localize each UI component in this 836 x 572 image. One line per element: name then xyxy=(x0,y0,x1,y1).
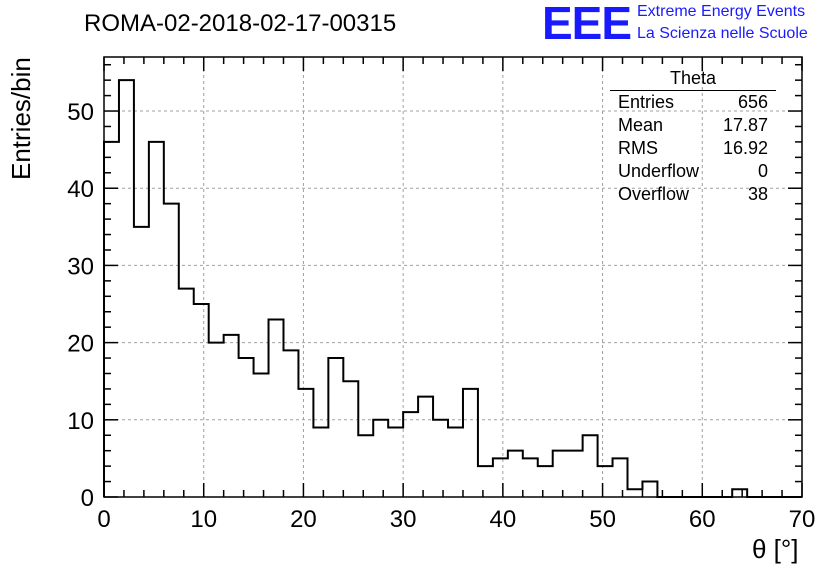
histogram-bin xyxy=(493,458,508,497)
histogram-bin xyxy=(283,350,298,497)
stats-value: 16.92 xyxy=(722,138,768,158)
histogram-bin xyxy=(179,289,194,497)
histogram-bin xyxy=(508,451,523,497)
stats-value: 38 xyxy=(747,184,768,204)
stats-row-mean: Mean 17.87 xyxy=(610,114,776,137)
histogram-bars xyxy=(103,79,802,498)
histogram-bin xyxy=(403,412,418,497)
stats-label: Underflow xyxy=(618,161,700,181)
histogram-bin xyxy=(328,358,343,497)
logo-subtitle-1: Extreme Energy Events xyxy=(637,3,806,20)
histogram-bin xyxy=(149,142,164,497)
stats-label: RMS xyxy=(618,138,658,158)
histogram-bin xyxy=(583,435,598,497)
x-tick-label: 40 xyxy=(490,506,517,533)
axis-ticks xyxy=(103,57,803,498)
histogram-bin xyxy=(298,389,313,497)
histogram-bin xyxy=(104,142,119,497)
histogram-bin xyxy=(613,458,628,497)
histogram-bin xyxy=(209,343,224,497)
stats-label: Entries xyxy=(618,92,675,112)
histogram-bin xyxy=(418,397,433,497)
y-tick-label: 10 xyxy=(67,408,94,435)
chart-title: ROMA-02-2018-02-17-00315 xyxy=(84,10,397,37)
stats-row-entries: Entries 656 xyxy=(610,91,776,114)
stats-row-underflow: Underflow 0 xyxy=(610,160,776,183)
stats-title: Theta xyxy=(610,68,776,91)
histogram-bin xyxy=(463,389,478,497)
x-tick-label: 70 xyxy=(789,506,816,533)
histogram-bin xyxy=(239,358,254,497)
eee-logo: EEE xyxy=(542,0,632,49)
histogram-bin xyxy=(523,458,538,497)
x-tick-label: 50 xyxy=(589,506,616,533)
stats-value: 17.87 xyxy=(722,115,768,135)
stats-row-overflow: Overflow 38 xyxy=(610,183,776,206)
x-tick-label: 10 xyxy=(190,506,217,533)
x-tick-label: 0 xyxy=(97,506,110,533)
y-tick-label: 30 xyxy=(67,253,94,280)
x-tick-label: 60 xyxy=(689,506,716,533)
histogram-bin xyxy=(224,335,239,497)
x-tick-label: 30 xyxy=(390,506,417,533)
histogram-bin xyxy=(642,482,657,497)
histogram-bin xyxy=(269,319,284,497)
stats-value: 0 xyxy=(757,161,768,181)
stats-value: 656 xyxy=(737,92,768,112)
logo-subtitle-2: La Scienza nelle Scuole xyxy=(637,25,808,42)
histogram-bin xyxy=(598,466,613,497)
histogram-bin xyxy=(373,420,388,497)
x-axis-label: θ [°] xyxy=(752,534,799,564)
histogram-bin xyxy=(732,489,747,497)
histogram-bin xyxy=(553,451,568,497)
histogram-bin xyxy=(628,489,643,497)
histogram-bin xyxy=(343,381,358,497)
stats-box: Theta Entries 656 Mean 17.87 RMS 16.92 U… xyxy=(610,68,776,206)
histogram-bin xyxy=(164,204,179,497)
stats-row-rms: RMS 16.92 xyxy=(610,137,776,160)
histogram-bin xyxy=(538,466,553,497)
histogram-bin xyxy=(119,80,134,497)
histogram-bin xyxy=(568,451,583,497)
histogram-bin xyxy=(433,420,448,497)
stats-label: Overflow xyxy=(618,184,690,204)
histogram-bin xyxy=(254,373,269,497)
histogram-bin xyxy=(448,428,463,497)
y-axis-label: Entries/bin xyxy=(6,57,36,180)
axis-tick-labels: 0 10 20 30 40 50 60 70 0 10 20 30 40 50 xyxy=(67,99,815,533)
histogram-bin xyxy=(194,304,209,497)
histogram-bin xyxy=(388,428,403,497)
histogram-bin xyxy=(134,227,149,497)
x-tick-label: 20 xyxy=(290,506,317,533)
histogram-bin xyxy=(478,466,493,497)
histogram-outline xyxy=(103,79,802,498)
grid-lines xyxy=(104,57,802,497)
y-tick-label: 40 xyxy=(67,176,94,203)
plot-frame xyxy=(103,56,803,498)
stats-label: Mean xyxy=(618,115,664,135)
y-tick-label: 50 xyxy=(67,99,94,126)
y-tick-label: 0 xyxy=(81,485,94,512)
y-tick-label: 20 xyxy=(67,331,94,358)
histogram-bin xyxy=(313,428,328,497)
histogram-bin xyxy=(358,435,373,497)
